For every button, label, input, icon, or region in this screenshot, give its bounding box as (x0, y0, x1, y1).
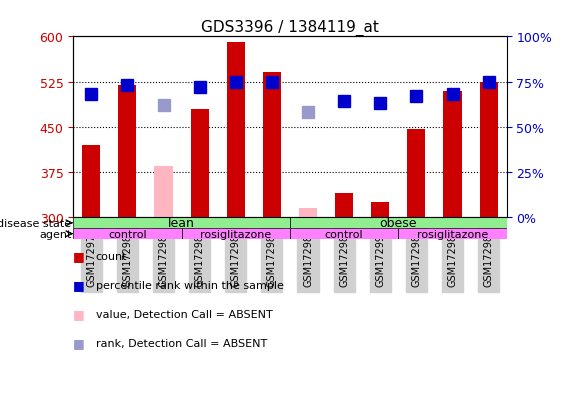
Bar (444, 91, 462, 218)
Text: lean: lean (168, 217, 195, 230)
FancyBboxPatch shape (290, 218, 507, 229)
FancyBboxPatch shape (181, 229, 290, 240)
Bar (227, 43, 245, 218)
Text: value, Detection Call = ABSENT: value, Detection Call = ABSENT (96, 309, 272, 319)
Text: agent: agent (39, 229, 72, 239)
Text: rosiglitazone: rosiglitazone (417, 229, 488, 239)
Text: rosiglitazone: rosiglitazone (200, 229, 271, 239)
Bar (408, 129, 426, 218)
Text: obese: obese (379, 217, 417, 230)
Bar (82, 146, 100, 218)
Bar (480, 82, 498, 218)
Bar (335, 194, 353, 218)
Title: GDS3396 / 1384119_at: GDS3396 / 1384119_at (201, 20, 379, 36)
Bar (154, 167, 172, 218)
Bar (263, 73, 281, 218)
Bar (371, 203, 389, 218)
Bar (191, 109, 209, 218)
Bar (299, 209, 317, 218)
Text: control: control (108, 229, 147, 239)
FancyBboxPatch shape (290, 229, 399, 240)
FancyBboxPatch shape (73, 218, 290, 229)
Bar (118, 85, 136, 218)
Text: percentile rank within the sample: percentile rank within the sample (96, 280, 284, 290)
Text: ■: ■ (73, 307, 85, 320)
FancyBboxPatch shape (73, 229, 181, 240)
Text: rank, Detection Call = ABSENT: rank, Detection Call = ABSENT (96, 338, 267, 348)
Text: ■: ■ (73, 336, 85, 349)
FancyBboxPatch shape (399, 229, 507, 240)
Text: control: control (325, 229, 364, 239)
Text: ■: ■ (73, 278, 85, 292)
Text: count: count (96, 251, 127, 261)
Text: ■: ■ (73, 249, 85, 263)
Text: disease state: disease state (0, 218, 72, 228)
